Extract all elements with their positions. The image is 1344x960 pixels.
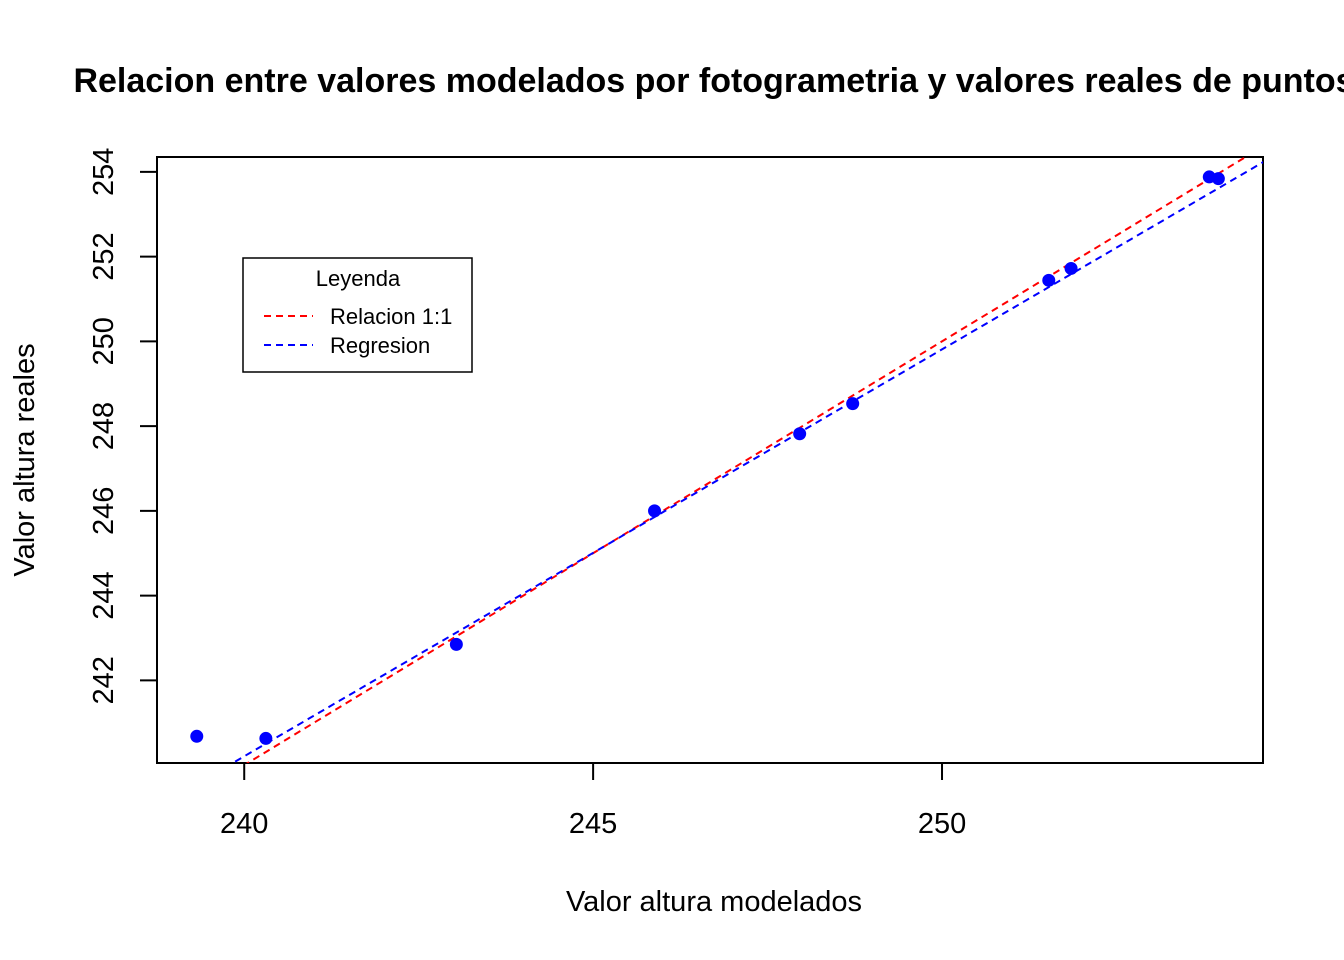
data-point bbox=[846, 397, 860, 411]
data-point bbox=[1042, 273, 1056, 287]
reference-lines bbox=[230, 157, 1263, 763]
data-point bbox=[1064, 261, 1078, 275]
y-tick-label: 254 bbox=[88, 148, 120, 196]
chart-title: Relacion entre valores modelados por fot… bbox=[73, 62, 1344, 100]
regression-line bbox=[230, 161, 1263, 763]
data-point bbox=[1211, 172, 1225, 186]
y-tick-label: 246 bbox=[88, 487, 120, 535]
y-tick-label: 252 bbox=[88, 232, 120, 280]
legend-entry-label: Regresion bbox=[330, 333, 430, 358]
legend: Leyenda Relacion 1:1 Regresion bbox=[242, 257, 473, 373]
x-tick-label: 250 bbox=[918, 808, 966, 840]
legend-entry-label: Relacion 1:1 bbox=[330, 304, 452, 329]
x-axis-label: Valor altura modelados bbox=[566, 886, 862, 918]
y-axis-label: Valor altura reales bbox=[9, 343, 41, 576]
y-tick-label: 244 bbox=[88, 571, 120, 619]
y-tick-label: 248 bbox=[88, 402, 120, 450]
x-tick-label: 245 bbox=[569, 808, 617, 840]
y-tick-label: 250 bbox=[88, 317, 120, 365]
x-axis: 240 245 250 bbox=[220, 762, 966, 840]
data-point bbox=[449, 637, 463, 651]
data-point bbox=[190, 729, 204, 743]
legend-title: Leyenda bbox=[316, 266, 401, 291]
y-tick-label: 242 bbox=[88, 656, 120, 704]
data-points bbox=[190, 170, 1225, 745]
identity-line bbox=[245, 157, 1248, 763]
data-point bbox=[793, 427, 807, 441]
data-point bbox=[648, 504, 662, 518]
y-axis: 242 244 246 248 250 252 254 bbox=[88, 148, 158, 705]
x-tick-label: 240 bbox=[220, 808, 268, 840]
data-point bbox=[259, 731, 273, 745]
